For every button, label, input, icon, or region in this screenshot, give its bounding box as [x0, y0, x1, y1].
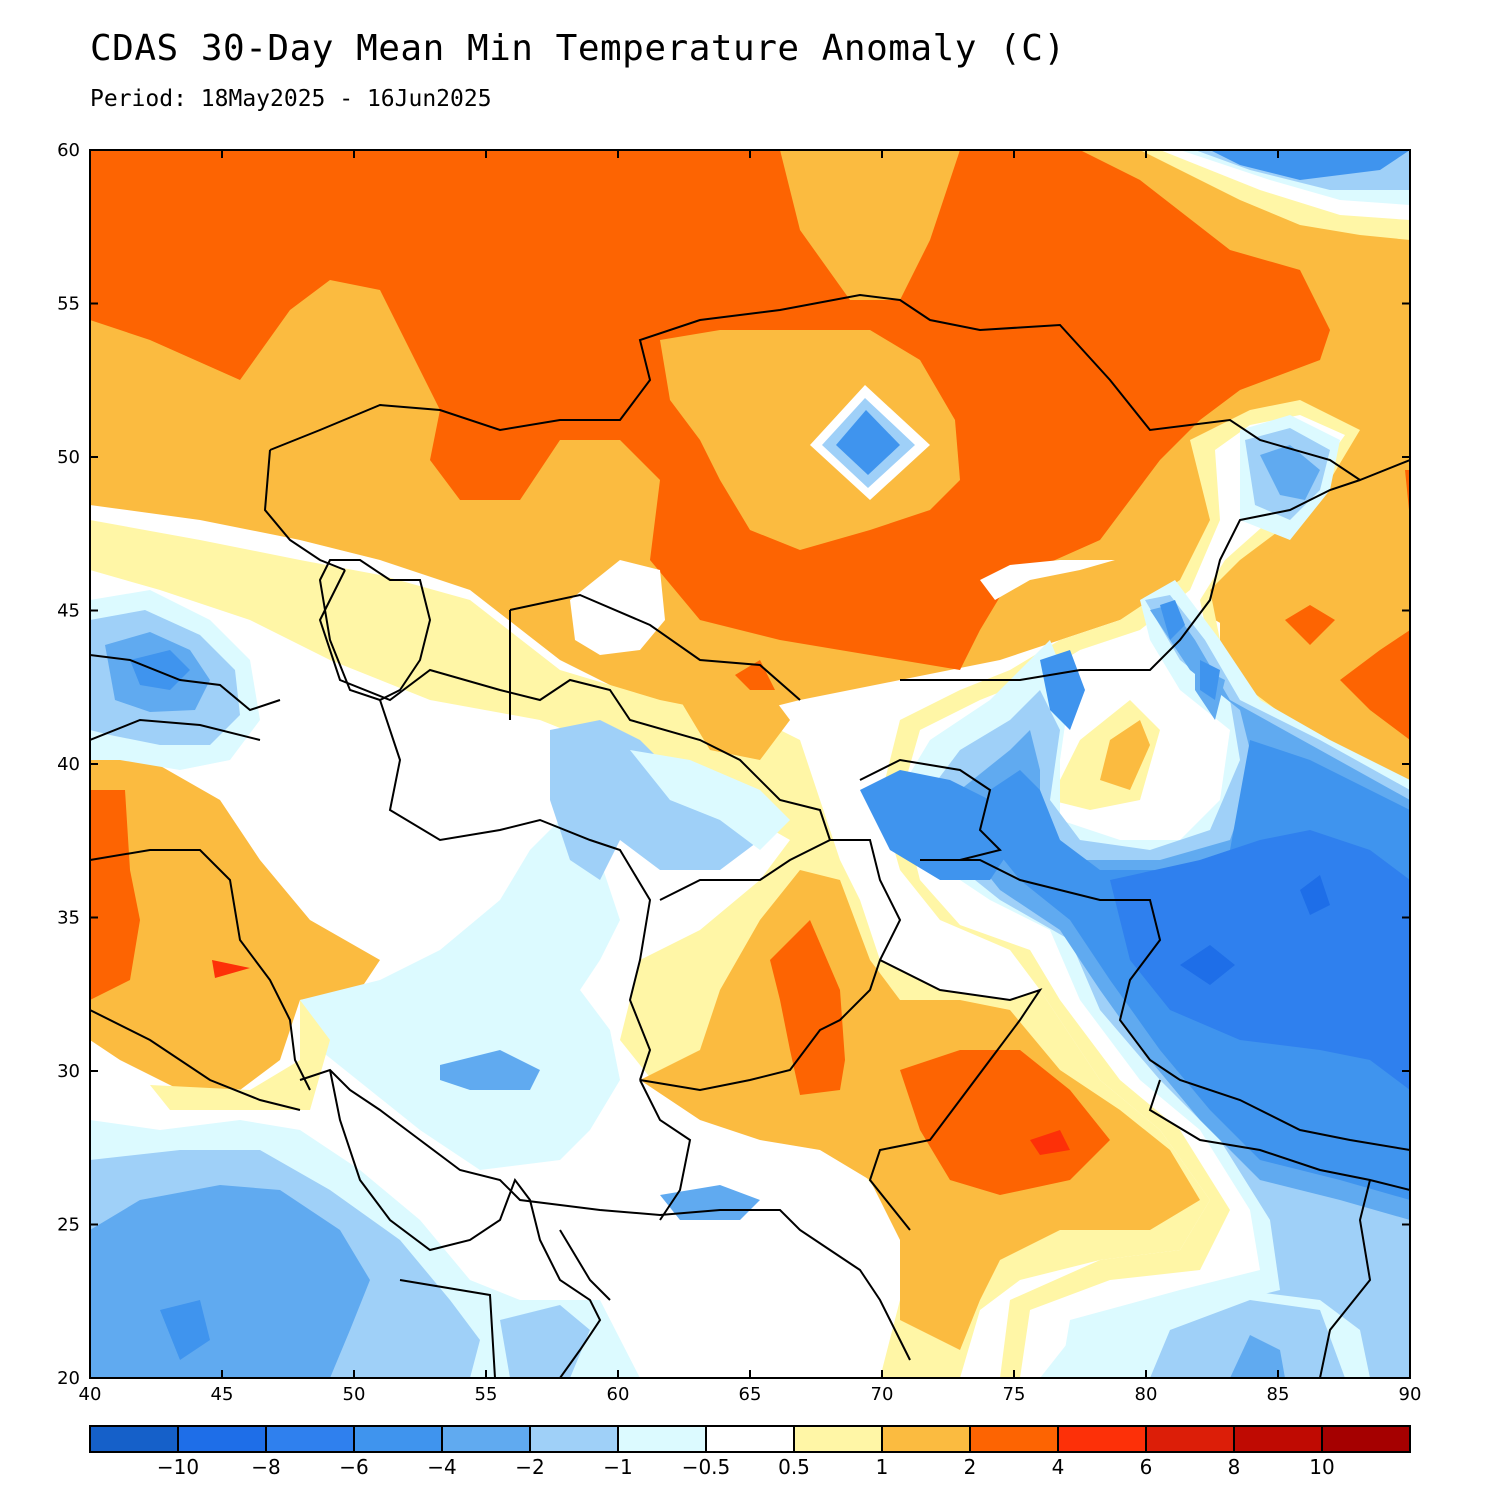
anomaly-region-lightblue-india [1150, 1300, 1345, 1378]
colorbar-label: 1 [876, 1455, 889, 1479]
anomaly-region-light-orange-tarim [1100, 720, 1150, 790]
lon-tick-label: 40 [79, 1384, 102, 1405]
lat-tick-label: 45 [57, 601, 80, 622]
anomaly-region-blue-ne [1210, 150, 1410, 180]
colorbar-swatch [969, 1425, 1059, 1453]
anomaly-region-light-orange-uzbek [500, 580, 790, 760]
lon-tick-label: 45 [211, 1384, 234, 1405]
colorbar-label: 2 [964, 1455, 977, 1479]
colorbar-swatch [881, 1425, 971, 1453]
lat-tick-label: 30 [57, 1061, 80, 1082]
colorbar-swatch [1145, 1425, 1235, 1453]
latitude-ticks: 60 55 50 45 40 35 30 25 20 [57, 140, 1410, 1389]
anomaly-region-medblue-arabia [90, 1185, 370, 1378]
anomaly-region-blue-diamond [836, 410, 900, 475]
anomaly-region-orange-uzbek [735, 660, 775, 690]
lon-tick-label: 50 [343, 1384, 366, 1405]
anomaly-region-medblue-gulf [660, 1185, 760, 1220]
colorbar-label: −4 [427, 1455, 456, 1479]
lat-tick-label: 50 [57, 447, 80, 468]
lon-tick-label: 75 [1003, 1384, 1026, 1405]
anomaly-region-lightblue-turkmen [550, 720, 760, 880]
anomaly-region-orange-east3 [1405, 470, 1410, 520]
colorbar-swatch [89, 1425, 179, 1453]
lat-tick-label: 60 [57, 140, 80, 161]
lon-tick-label: 65 [739, 1384, 762, 1405]
lat-tick-label: 25 [57, 1215, 80, 1236]
lon-tick-label: 80 [1135, 1384, 1158, 1405]
colorbar-swatch [1233, 1425, 1323, 1453]
anomaly-region-darkblue-east [1110, 830, 1410, 1090]
anomaly-region-light-orange-kazakh [660, 330, 960, 550]
colorbar-label: 6 [1140, 1455, 1153, 1479]
coastline [299, 559, 911, 1378]
colorbar-label: −8 [251, 1455, 280, 1479]
lon-tick-label: 55 [475, 1384, 498, 1405]
colorbar-swatch [793, 1425, 883, 1453]
colorbar-label: 8 [1228, 1455, 1241, 1479]
colorbar-swatch [1321, 1425, 1411, 1453]
colorbar-label: −2 [515, 1455, 544, 1479]
colorbar-swatch [617, 1425, 707, 1453]
anomaly-region-orange-pakistan [770, 920, 845, 1095]
longitude-ticks: 40 45 50 55 60 65 70 75 80 85 90 [79, 150, 1422, 1405]
colorbar-label: −10 [157, 1455, 199, 1479]
colorbar-swatch [529, 1425, 619, 1453]
lat-tick-label: 35 [57, 908, 80, 929]
anomaly-region-red-west [212, 960, 250, 978]
anomaly-region-orange-west [90, 790, 140, 1000]
colorbar-swatch [705, 1425, 795, 1453]
colorbar-label: 10 [1309, 1455, 1334, 1479]
colorbar-swatch [1057, 1425, 1147, 1453]
colorbar-swatch [353, 1425, 443, 1453]
anomaly-field [90, 150, 1410, 1378]
anomaly-region-orange-east2 [1285, 605, 1335, 645]
lon-tick-label: 70 [871, 1384, 894, 1405]
anomaly-region-blue-arabia [160, 1300, 210, 1360]
anomaly-region-white-aral [570, 560, 665, 655]
map-subtitle: Period: 18May2025 - 16Jun2025 [90, 86, 492, 112]
colorbar-swatch [177, 1425, 267, 1453]
map-title: CDAS 30-Day Mean Min Temperature Anomaly… [90, 28, 1066, 69]
lat-tick-label: 20 [57, 1368, 80, 1389]
anomaly-region-medblue-iran [440, 1050, 540, 1090]
colorbar: −10 −8 −6 −4 −2 −1 −0.5 0.5 1 2 4 6 8 10 [89, 1425, 1411, 1479]
colorbar-label: −6 [339, 1455, 368, 1479]
anomaly-region-white-balkhash [980, 560, 1115, 600]
anomaly-region-deepblue-east [1180, 875, 1330, 985]
colorbar-label: 0.5 [778, 1455, 810, 1479]
anomaly-region-yellow-gulf [150, 1000, 330, 1110]
colorbar-swatch [265, 1425, 355, 1453]
colorbar-label: −1 [603, 1455, 632, 1479]
lon-tick-label: 60 [607, 1384, 630, 1405]
anomaly-region-red-india [1030, 1130, 1070, 1155]
anomaly-region-medblue-india [1230, 1335, 1285, 1378]
lon-tick-label: 90 [1399, 1384, 1422, 1405]
anomaly-region-orange-east1 [1340, 630, 1410, 740]
anomaly-region-orange-india [900, 1050, 1110, 1195]
colorbar-swatch [441, 1425, 531, 1453]
anomaly-region-blue-caucasus [130, 650, 190, 690]
anomaly-region-palecyan-iran [300, 820, 620, 1170]
colorbar-label: 4 [1052, 1455, 1065, 1479]
lat-tick-label: 40 [57, 754, 80, 775]
lon-tick-label: 85 [1267, 1384, 1290, 1405]
lat-tick-label: 55 [57, 294, 80, 315]
anomaly-region-palecyan-uzbek [630, 750, 790, 850]
country-borders [90, 293, 1410, 1378]
colorbar-label: −0.5 [682, 1455, 731, 1479]
